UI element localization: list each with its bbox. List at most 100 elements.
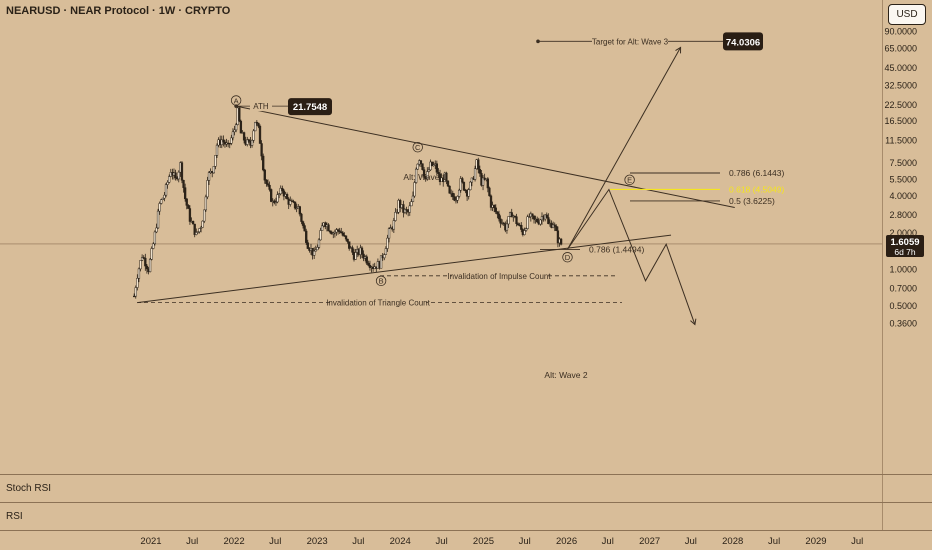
candle-body — [191, 221, 195, 225]
time-axis[interactable]: 2021 Jul 2022 Jul 2023 Jul 2024 Jul 2025 Jul 2026 J… — [140, 536, 863, 547]
wave-d-label: D — [565, 253, 571, 262]
ath-value: 21.7548 — [293, 102, 327, 113]
candle-body — [262, 155, 265, 171]
candle-body — [300, 213, 303, 222]
time-axis-divider — [0, 530, 932, 531]
candle-body — [203, 209, 206, 222]
label-backdrop — [250, 101, 272, 112]
candle-body — [239, 120, 243, 134]
candle-body — [285, 194, 289, 200]
wave-c-label: C — [415, 143, 421, 152]
pane-divider[interactable] — [0, 474, 932, 475]
candle-body — [298, 206, 301, 215]
candle-body — [257, 122, 260, 127]
wave-e-label: E — [627, 176, 632, 185]
candle-body — [419, 160, 423, 164]
candle-body — [427, 169, 431, 172]
candle-body — [459, 178, 462, 191]
x-tick-label: 2027 — [639, 536, 660, 547]
candle-body — [168, 176, 171, 183]
last-price-marker — [886, 234, 924, 257]
candle-body — [451, 192, 454, 197]
candle-body — [314, 249, 317, 252]
candle-body — [481, 177, 485, 186]
candle-body — [422, 169, 426, 177]
candle-body — [188, 208, 192, 222]
alt-wave-1-label: Alt: Wave 1 — [403, 172, 446, 182]
fib-0786-lower-label: 0.786 (1.4494) — [589, 244, 644, 254]
candle-body — [421, 163, 424, 170]
ath-value-box — [288, 98, 332, 116]
alt-wave-2-label: Alt: Wave 2 — [544, 370, 587, 380]
x-tick-label: Jul — [602, 536, 614, 547]
triangle-lower-line — [137, 234, 672, 304]
candle-body — [486, 178, 489, 189]
candle-body — [174, 172, 177, 179]
rsi-pane-label[interactable]: RSI — [6, 511, 23, 522]
candle-body — [153, 231, 157, 245]
candle-body — [313, 250, 316, 256]
x-tick-label: Jul — [436, 536, 448, 547]
candle-body — [201, 220, 204, 228]
candle-body — [515, 216, 518, 224]
impulse-invalidation-label: Invalidation of Impulse Count — [447, 272, 551, 281]
candle-body — [553, 224, 556, 227]
wave-a-circle — [230, 95, 242, 106]
candle-body — [462, 181, 466, 191]
candle-body — [195, 232, 198, 235]
candle-body — [220, 139, 223, 146]
symbol-title[interactable]: NEARUSD · NEAR Protocol · 1W · CRYPTO — [6, 5, 231, 17]
candle-body — [448, 185, 451, 194]
candle-body — [399, 200, 402, 208]
candle-body — [539, 219, 542, 225]
candle-body — [187, 205, 190, 209]
candle-body — [360, 247, 364, 255]
candle-body — [215, 144, 219, 156]
candle-body — [524, 228, 528, 231]
candle-body — [507, 216, 510, 225]
candle-body — [523, 230, 526, 235]
candle-body — [405, 209, 408, 211]
candle-body — [496, 211, 499, 215]
price-axis[interactable]: 90.0000 65.0000 45.0000 32.5000 22.5000 16.50… — [884, 27, 924, 329]
candle-body — [238, 107, 241, 122]
triangle-upper-line — [236, 105, 735, 208]
x-tick-label: Jul — [352, 536, 364, 547]
x-tick-label: 2029 — [805, 536, 826, 547]
x-tick-label: 2024 — [390, 536, 411, 547]
candle-body — [456, 196, 459, 201]
candle-body — [276, 194, 279, 203]
candle-body — [177, 171, 180, 180]
candle-body — [231, 131, 235, 139]
candle-body — [270, 189, 273, 202]
fib-0786-upper-label: 0.786 (6.1443) — [729, 168, 784, 178]
candle-body — [228, 142, 231, 145]
candle-body — [526, 216, 529, 229]
candle-body — [344, 235, 348, 240]
currency-button[interactable]: USD — [888, 4, 926, 25]
candle-body — [234, 124, 238, 131]
candle-body — [383, 254, 386, 259]
candle-body — [185, 198, 188, 206]
stoch-rsi-pane-label[interactable]: Stoch RSI — [6, 483, 52, 494]
candle-body — [365, 256, 368, 264]
x-tick-label: Jul — [851, 536, 863, 547]
candle-body — [155, 227, 158, 233]
candle-body — [532, 215, 536, 220]
candle-body — [510, 212, 513, 218]
candle-body — [277, 193, 281, 195]
candle-body — [387, 228, 391, 239]
candle-body — [351, 247, 354, 253]
candle-body — [457, 189, 461, 197]
candle-body — [414, 168, 418, 183]
candle-body — [180, 162, 184, 181]
y-tick-label: 2.0000 — [889, 228, 917, 238]
candle-body — [134, 287, 137, 297]
candle-body — [394, 212, 397, 221]
candle-body — [206, 180, 209, 198]
candle-body — [274, 201, 278, 204]
candle-body — [260, 143, 263, 157]
pane-divider[interactable] — [0, 502, 932, 503]
candle-body — [328, 230, 332, 233]
